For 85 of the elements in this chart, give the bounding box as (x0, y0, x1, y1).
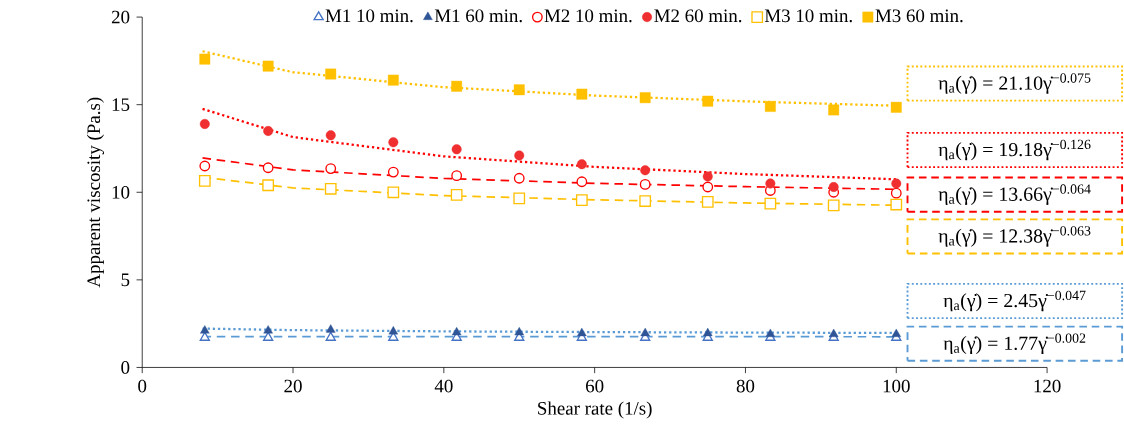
y-tick-label: 0 (121, 361, 130, 374)
point (764, 101, 776, 112)
point (577, 327, 587, 337)
y-tick-label: 15 (112, 98, 130, 112)
point (639, 178, 651, 190)
point (513, 172, 525, 184)
legend-label: M1 10 min. (325, 9, 413, 23)
x-tick-label: 100 (883, 379, 910, 393)
y-tick-label: 10 (112, 185, 130, 199)
point (451, 170, 463, 182)
point (262, 179, 275, 192)
legend-label: M1 60 min. (434, 9, 522, 23)
point (451, 144, 462, 155)
point (702, 181, 714, 193)
point (827, 199, 840, 212)
point (387, 186, 400, 199)
annotation: η$_{a}$(γ̇) = 2.45γ̇$^{−0.047}$ (943, 290, 1086, 312)
y-tick-label: 20 (111, 10, 130, 24)
point (576, 159, 587, 170)
point (514, 150, 525, 161)
point (325, 163, 337, 175)
legend-label: M3 10 min. (764, 9, 852, 23)
point (702, 171, 713, 182)
point (513, 84, 525, 96)
point (199, 119, 210, 129)
annotation: η$_{a}$(γ̇) = 1.77γ̇$^{−0.002}$ (943, 333, 1086, 355)
x-tick-label: 60 (586, 379, 604, 393)
point (388, 137, 399, 148)
point (640, 327, 650, 337)
x-axis-title: Shear rate (1/s) (538, 401, 652, 419)
x-tick-label: 0 (138, 379, 147, 393)
annotation: η$_{a}$(γ̇) = 12.38γ̇$^{−0.063}$ (938, 226, 1091, 247)
point (828, 104, 840, 116)
point (890, 198, 903, 211)
point (703, 327, 713, 337)
x-tick-label: 120 (1034, 379, 1061, 393)
point (765, 328, 776, 337)
point (701, 196, 714, 208)
point (576, 88, 588, 100)
point (764, 197, 777, 210)
point (828, 182, 839, 192)
legend-label: M2 60 min. (654, 9, 742, 23)
point (388, 326, 399, 335)
point (325, 130, 336, 141)
point (702, 95, 714, 107)
annotation: η$_{a}$(γ̇) = 21.10γ̇$^{−0.075}$ (938, 73, 1091, 94)
legend-label: M3 60 min. (875, 9, 963, 23)
point (199, 53, 211, 65)
y-tick-label: 5 (121, 273, 130, 287)
point (514, 327, 524, 336)
point (575, 194, 588, 207)
y-axis-title: Apparent viscosity (Pa.s) (86, 97, 104, 288)
point (765, 178, 776, 189)
point (200, 325, 210, 334)
point (262, 162, 274, 174)
x-tick-label: 40 (434, 379, 453, 393)
point (263, 325, 273, 334)
point (891, 328, 901, 337)
point (198, 174, 211, 187)
point (890, 187, 902, 199)
point (891, 178, 902, 189)
point (576, 176, 588, 188)
point (199, 160, 211, 172)
point (450, 189, 463, 201)
x-tick-label: 80 (736, 379, 755, 393)
point (890, 101, 902, 113)
point (324, 182, 337, 195)
point (451, 80, 463, 92)
point (263, 126, 274, 136)
x-tick-label: 20 (284, 379, 302, 393)
point (325, 331, 336, 341)
point (262, 60, 274, 72)
point (639, 92, 651, 104)
point (451, 327, 462, 336)
point (387, 74, 399, 86)
legend-label: M2 10 min. (544, 9, 632, 23)
point (325, 68, 337, 80)
point (828, 328, 839, 337)
point (639, 195, 652, 207)
point (326, 324, 336, 333)
annotation: η$_{a}$(γ̇) = 19.18γ̇$^{−0.126}$ (938, 139, 1091, 161)
annotation: η$_{a}$(γ̇) = 13.66γ̇$^{−0.064}$ (938, 184, 1091, 205)
point (640, 165, 651, 176)
point (387, 166, 399, 178)
point (513, 192, 526, 205)
